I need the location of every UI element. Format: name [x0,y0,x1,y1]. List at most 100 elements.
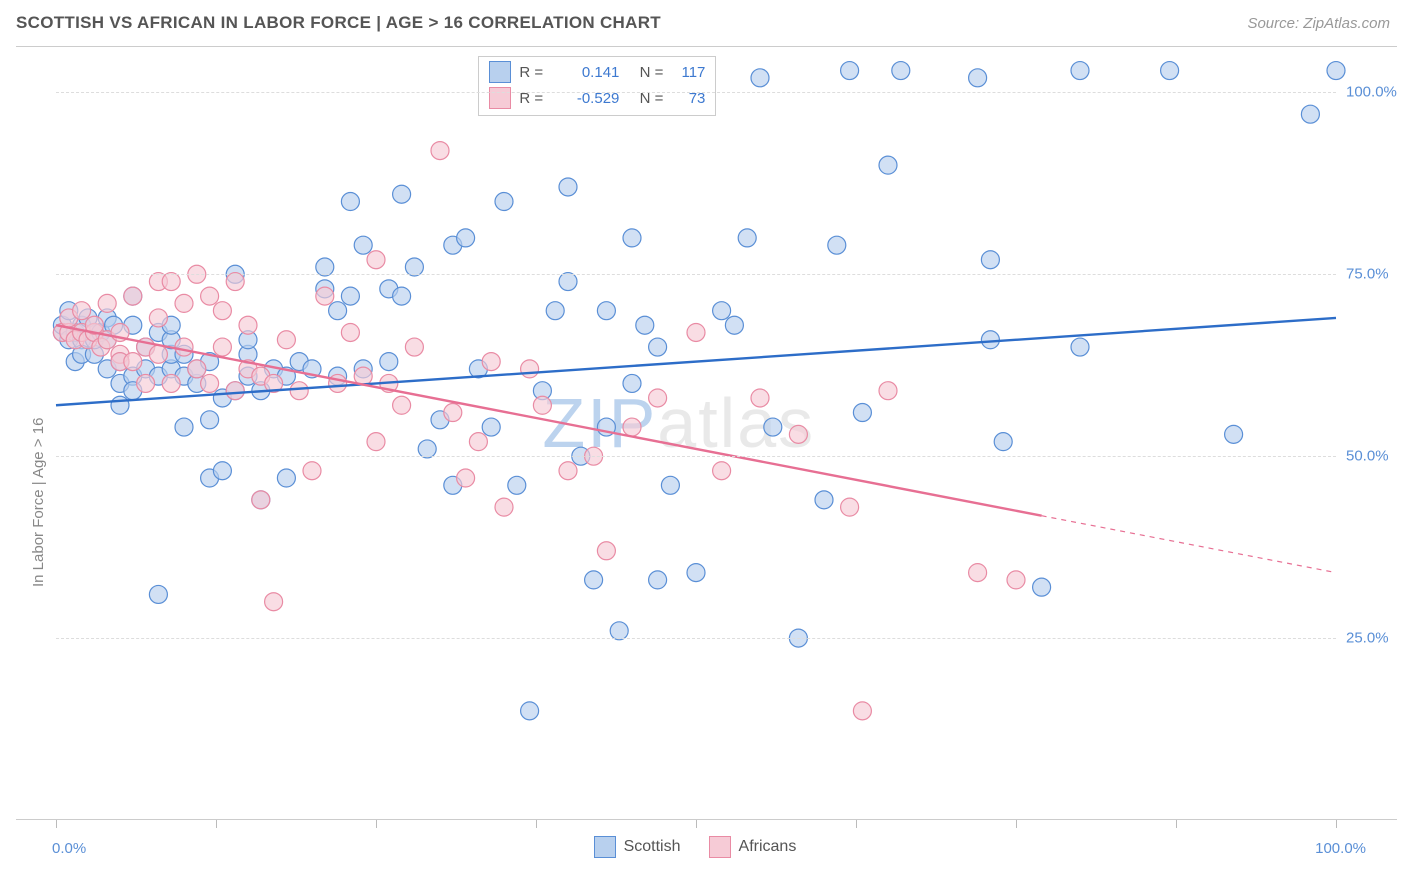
data-point [1071,338,1089,356]
data-point [277,331,295,349]
chart-source: Source: ZipAtlas.com [1247,15,1390,32]
data-point [405,338,423,356]
legend-swatch-icon [489,87,511,109]
data-point [585,571,603,589]
data-point [623,374,641,392]
data-point [559,462,577,480]
data-point [649,338,667,356]
data-point [521,702,539,720]
data-point [1007,571,1025,589]
data-point [124,353,142,371]
data-point [341,193,359,211]
data-point [380,353,398,371]
data-point [815,491,833,509]
x-tick [536,820,537,828]
data-point [393,287,411,305]
data-point [892,62,910,80]
data-point [213,462,231,480]
legend-series-label: Scottish [624,838,681,856]
legend-n-label: N = [627,64,663,81]
data-point [367,433,385,451]
data-point [367,251,385,269]
data-point [252,491,270,509]
data-point [329,374,347,392]
x-tick [1176,820,1177,828]
data-point [175,294,193,312]
data-point [738,229,756,247]
data-point [764,418,782,436]
plot-area: ZIPatlas R =0.141N =117R =-0.529N =73 [56,56,1336,820]
x-axis-label-right: 100.0% [1315,840,1366,857]
legend-correlation-row: R =-0.529N =73 [489,85,705,111]
data-point [725,316,743,334]
data-point [213,302,231,320]
data-point [713,462,731,480]
data-point [623,418,641,436]
data-point [98,294,116,312]
data-point [1225,425,1243,443]
data-point [149,309,167,327]
data-point [597,542,615,560]
data-point [751,69,769,87]
data-point [226,382,244,400]
data-point [73,302,91,320]
x-axis-label-left: 0.0% [52,840,86,857]
data-point [559,178,577,196]
legend-series: ScottishAfricans [594,836,797,858]
data-point [201,411,219,429]
gridline [56,638,1336,639]
data-point [482,353,500,371]
y-tick-label: 100.0% [1346,84,1398,101]
trend-line-dashed [1042,516,1336,573]
data-point [636,316,654,334]
data-point [201,287,219,305]
data-point [213,338,231,356]
data-point [469,433,487,451]
x-tick [216,820,217,828]
data-point [149,585,167,603]
data-point [482,418,500,436]
data-point [713,302,731,320]
data-point [1033,578,1051,596]
data-point [597,302,615,320]
legend-n-value: 117 [671,64,705,81]
data-point [969,69,987,87]
data-point [341,287,359,305]
data-point [175,338,193,356]
x-tick [376,820,377,828]
data-point [354,236,372,254]
data-point [393,396,411,414]
data-point [393,185,411,203]
legend-r-label: R = [519,64,553,81]
data-point [853,404,871,422]
data-point [879,382,897,400]
data-point [521,360,539,378]
data-point [1301,105,1319,123]
gridline [56,456,1336,457]
x-tick [56,820,57,828]
data-point [841,498,859,516]
data-point [188,360,206,378]
data-point [1071,62,1089,80]
data-point [994,433,1012,451]
data-point [175,418,193,436]
gridline [56,274,1336,275]
data-point [1327,62,1345,80]
header: SCOTTISH VS AFRICAN IN LABOR FORCE | AGE… [0,0,1406,46]
data-point [751,389,769,407]
data-point [444,404,462,422]
data-point [329,302,347,320]
y-tick-label: 50.0% [1346,448,1398,465]
data-point [789,425,807,443]
data-point [265,593,283,611]
data-point [149,345,167,363]
data-point [341,323,359,341]
y-axis-title: In Labor Force | Age > 16 [30,418,47,587]
data-point [623,229,641,247]
legend-series-item: Scottish [594,836,681,858]
data-point [981,331,999,349]
chart-title: SCOTTISH VS AFRICAN IN LABOR FORCE | AGE… [16,13,661,33]
data-point [457,469,475,487]
data-point [495,193,513,211]
data-point [687,323,705,341]
